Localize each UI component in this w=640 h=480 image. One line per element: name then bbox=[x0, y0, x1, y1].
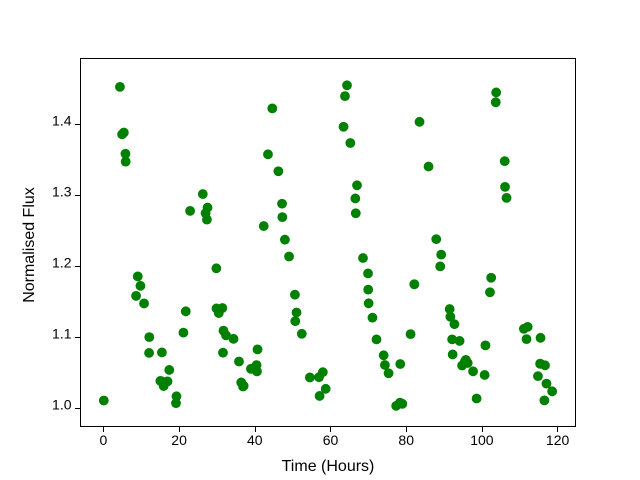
svg-text:1.4: 1.4 bbox=[52, 113, 72, 129]
svg-text:1.0: 1.0 bbox=[52, 396, 72, 412]
svg-text:1.1: 1.1 bbox=[52, 325, 72, 341]
svg-text:0: 0 bbox=[100, 432, 108, 448]
svg-text:80: 80 bbox=[398, 432, 414, 448]
svg-text:20: 20 bbox=[171, 432, 187, 448]
svg-text:60: 60 bbox=[323, 432, 339, 448]
svg-text:40: 40 bbox=[247, 432, 263, 448]
svg-text:Normalised Flux: Normalised Flux bbox=[21, 187, 38, 303]
svg-text:1.2: 1.2 bbox=[52, 254, 72, 270]
svg-text:100: 100 bbox=[470, 432, 494, 448]
svg-text:Time (Hours): Time (Hours) bbox=[282, 458, 375, 475]
svg-text:120: 120 bbox=[546, 432, 570, 448]
svg-text:1.3: 1.3 bbox=[52, 184, 72, 200]
